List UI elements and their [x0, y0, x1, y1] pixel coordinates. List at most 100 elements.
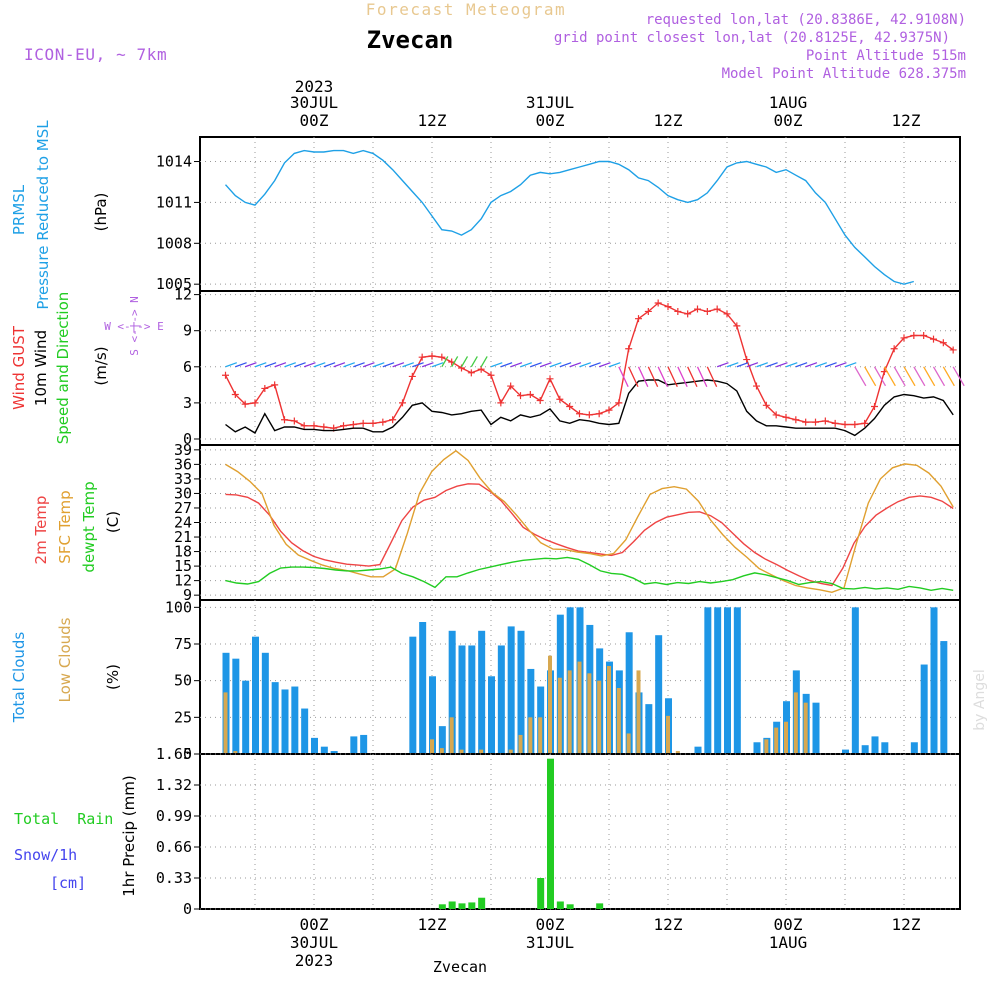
bottom-time-12z-2: 12Z [654, 915, 683, 934]
wind-direction-arrow [647, 366, 659, 388]
wind-direction-arrow [873, 366, 887, 387]
gust-marker [408, 372, 416, 380]
wind-direction-arrow [225, 362, 237, 368]
wind-direction-arrow [667, 366, 678, 388]
gust-marker [428, 352, 436, 360]
wind-direction-arrow [893, 366, 906, 387]
gust-marker [625, 345, 633, 353]
total-cloud-bar [291, 686, 299, 754]
total-cloud-bar [330, 751, 338, 754]
series-line-10m-wind [225, 379, 954, 437]
wind-direction-arrow [559, 362, 572, 368]
series-line-2m-temp [225, 483, 954, 587]
wind-direction-arrow [569, 362, 582, 368]
total-cloud-bar [409, 636, 417, 754]
total-cloud-bar [438, 726, 446, 754]
wind-direction-arrow [520, 362, 532, 368]
gust-marker [497, 399, 505, 407]
gust-marker [694, 305, 701, 313]
gust-marker [900, 334, 908, 342]
wind-direction-arrow [284, 362, 296, 368]
y-tick-label: 18 [174, 543, 192, 561]
y-tick-label: 9 [183, 586, 192, 604]
gust-marker [576, 410, 583, 418]
gust-marker [703, 307, 711, 315]
wind-direction-arrow [470, 356, 478, 368]
wind-direction-arrow [746, 362, 759, 368]
total-cloud-bar [733, 607, 741, 754]
gust-marker [831, 419, 839, 427]
gust-marker [251, 399, 259, 407]
panel-1: 1005 1008 1011 1014 [156, 136, 961, 293]
low-cloud-bar [636, 670, 641, 754]
gust-marker [635, 315, 642, 323]
y-tick-label: 27 [174, 499, 192, 517]
location-title: Zvecan [367, 26, 454, 54]
y-tick-label: 21 [174, 528, 192, 546]
wind-direction-arrow [913, 366, 926, 387]
temp-sfc-label: SFC Temp [56, 490, 74, 563]
low-cloud-bar [577, 661, 582, 754]
wind-direction-arrow [510, 362, 523, 368]
precip-unit: 1hr Precip (mm) [120, 775, 138, 896]
gust-marker [743, 356, 751, 364]
y-tick-label: 12 [174, 286, 192, 304]
gust-marker [654, 299, 662, 307]
y-tick-label: 6 [183, 358, 192, 376]
low-cloud-bar [616, 688, 621, 754]
wind-direction-arrow [539, 362, 552, 368]
total-cloud-bar [625, 632, 633, 754]
gust-marker [320, 423, 328, 431]
wind-direction-arrow [844, 362, 857, 368]
gust-marker [792, 416, 800, 424]
rain-bar [438, 904, 446, 909]
total-cloud-bar [281, 689, 289, 754]
total-cloud-bar [655, 635, 663, 754]
gust-marker [605, 406, 613, 414]
total-cloud-bar [242, 680, 250, 754]
total-cloud-bar [704, 607, 712, 754]
low-cloud-bar [538, 717, 543, 754]
low-cloud-bar [587, 673, 592, 754]
y-tick-label: 25 [174, 708, 192, 726]
footer-location: Zvecan [433, 958, 487, 976]
wind-direction-arrow [677, 366, 688, 388]
gust-marker [231, 390, 239, 398]
low-cloud-bar [508, 749, 513, 754]
gust-marker [340, 422, 347, 430]
rain-bar [537, 878, 545, 909]
total-cloud-bar [232, 658, 240, 754]
bottom-date-1aug: 1AUG [769, 933, 808, 952]
wind-speed-dir-label: Speed and Direction [54, 292, 72, 445]
low-cloud-bar [449, 717, 454, 754]
low-cloud-bar [607, 666, 611, 754]
total-cloud-bar [694, 746, 702, 754]
low-cloud-bar [666, 715, 670, 754]
low-cloud-bar [626, 733, 631, 754]
wind-direction-arrow [313, 362, 326, 368]
bottom-time-00z-3: 00Z [774, 915, 803, 934]
total-cloud-bar [517, 630, 525, 754]
y-tick-label: 100 [165, 598, 192, 616]
total-cloud-bar [419, 622, 427, 754]
y-tick-label: 39 [174, 441, 192, 459]
rain-bar [596, 903, 604, 909]
gust-marker [939, 339, 947, 347]
gust-marker [910, 332, 918, 340]
top-time-00z-3: 00Z [774, 111, 803, 130]
low-cloud-bar [675, 751, 680, 754]
y-tick-label: 0 [183, 430, 192, 448]
wind-direction-arrow [264, 362, 277, 368]
cloud-unit: (%) [104, 664, 122, 690]
total-cloud-bar [527, 668, 535, 754]
wind-direction-arrow [402, 362, 414, 368]
total-cloud-bar [350, 736, 358, 754]
y-tick-label: 1005 [156, 275, 192, 293]
bottom-date-30jul: 30JUL [290, 933, 338, 952]
rain-bar [448, 901, 456, 909]
gust-marker [389, 416, 397, 424]
y-tick-label: 0.99 [156, 807, 192, 825]
total-clouds-label: Total Clouds [10, 632, 28, 724]
requested-coords: requested lon,lat (20.8386E, 42.9108N) [646, 12, 966, 28]
